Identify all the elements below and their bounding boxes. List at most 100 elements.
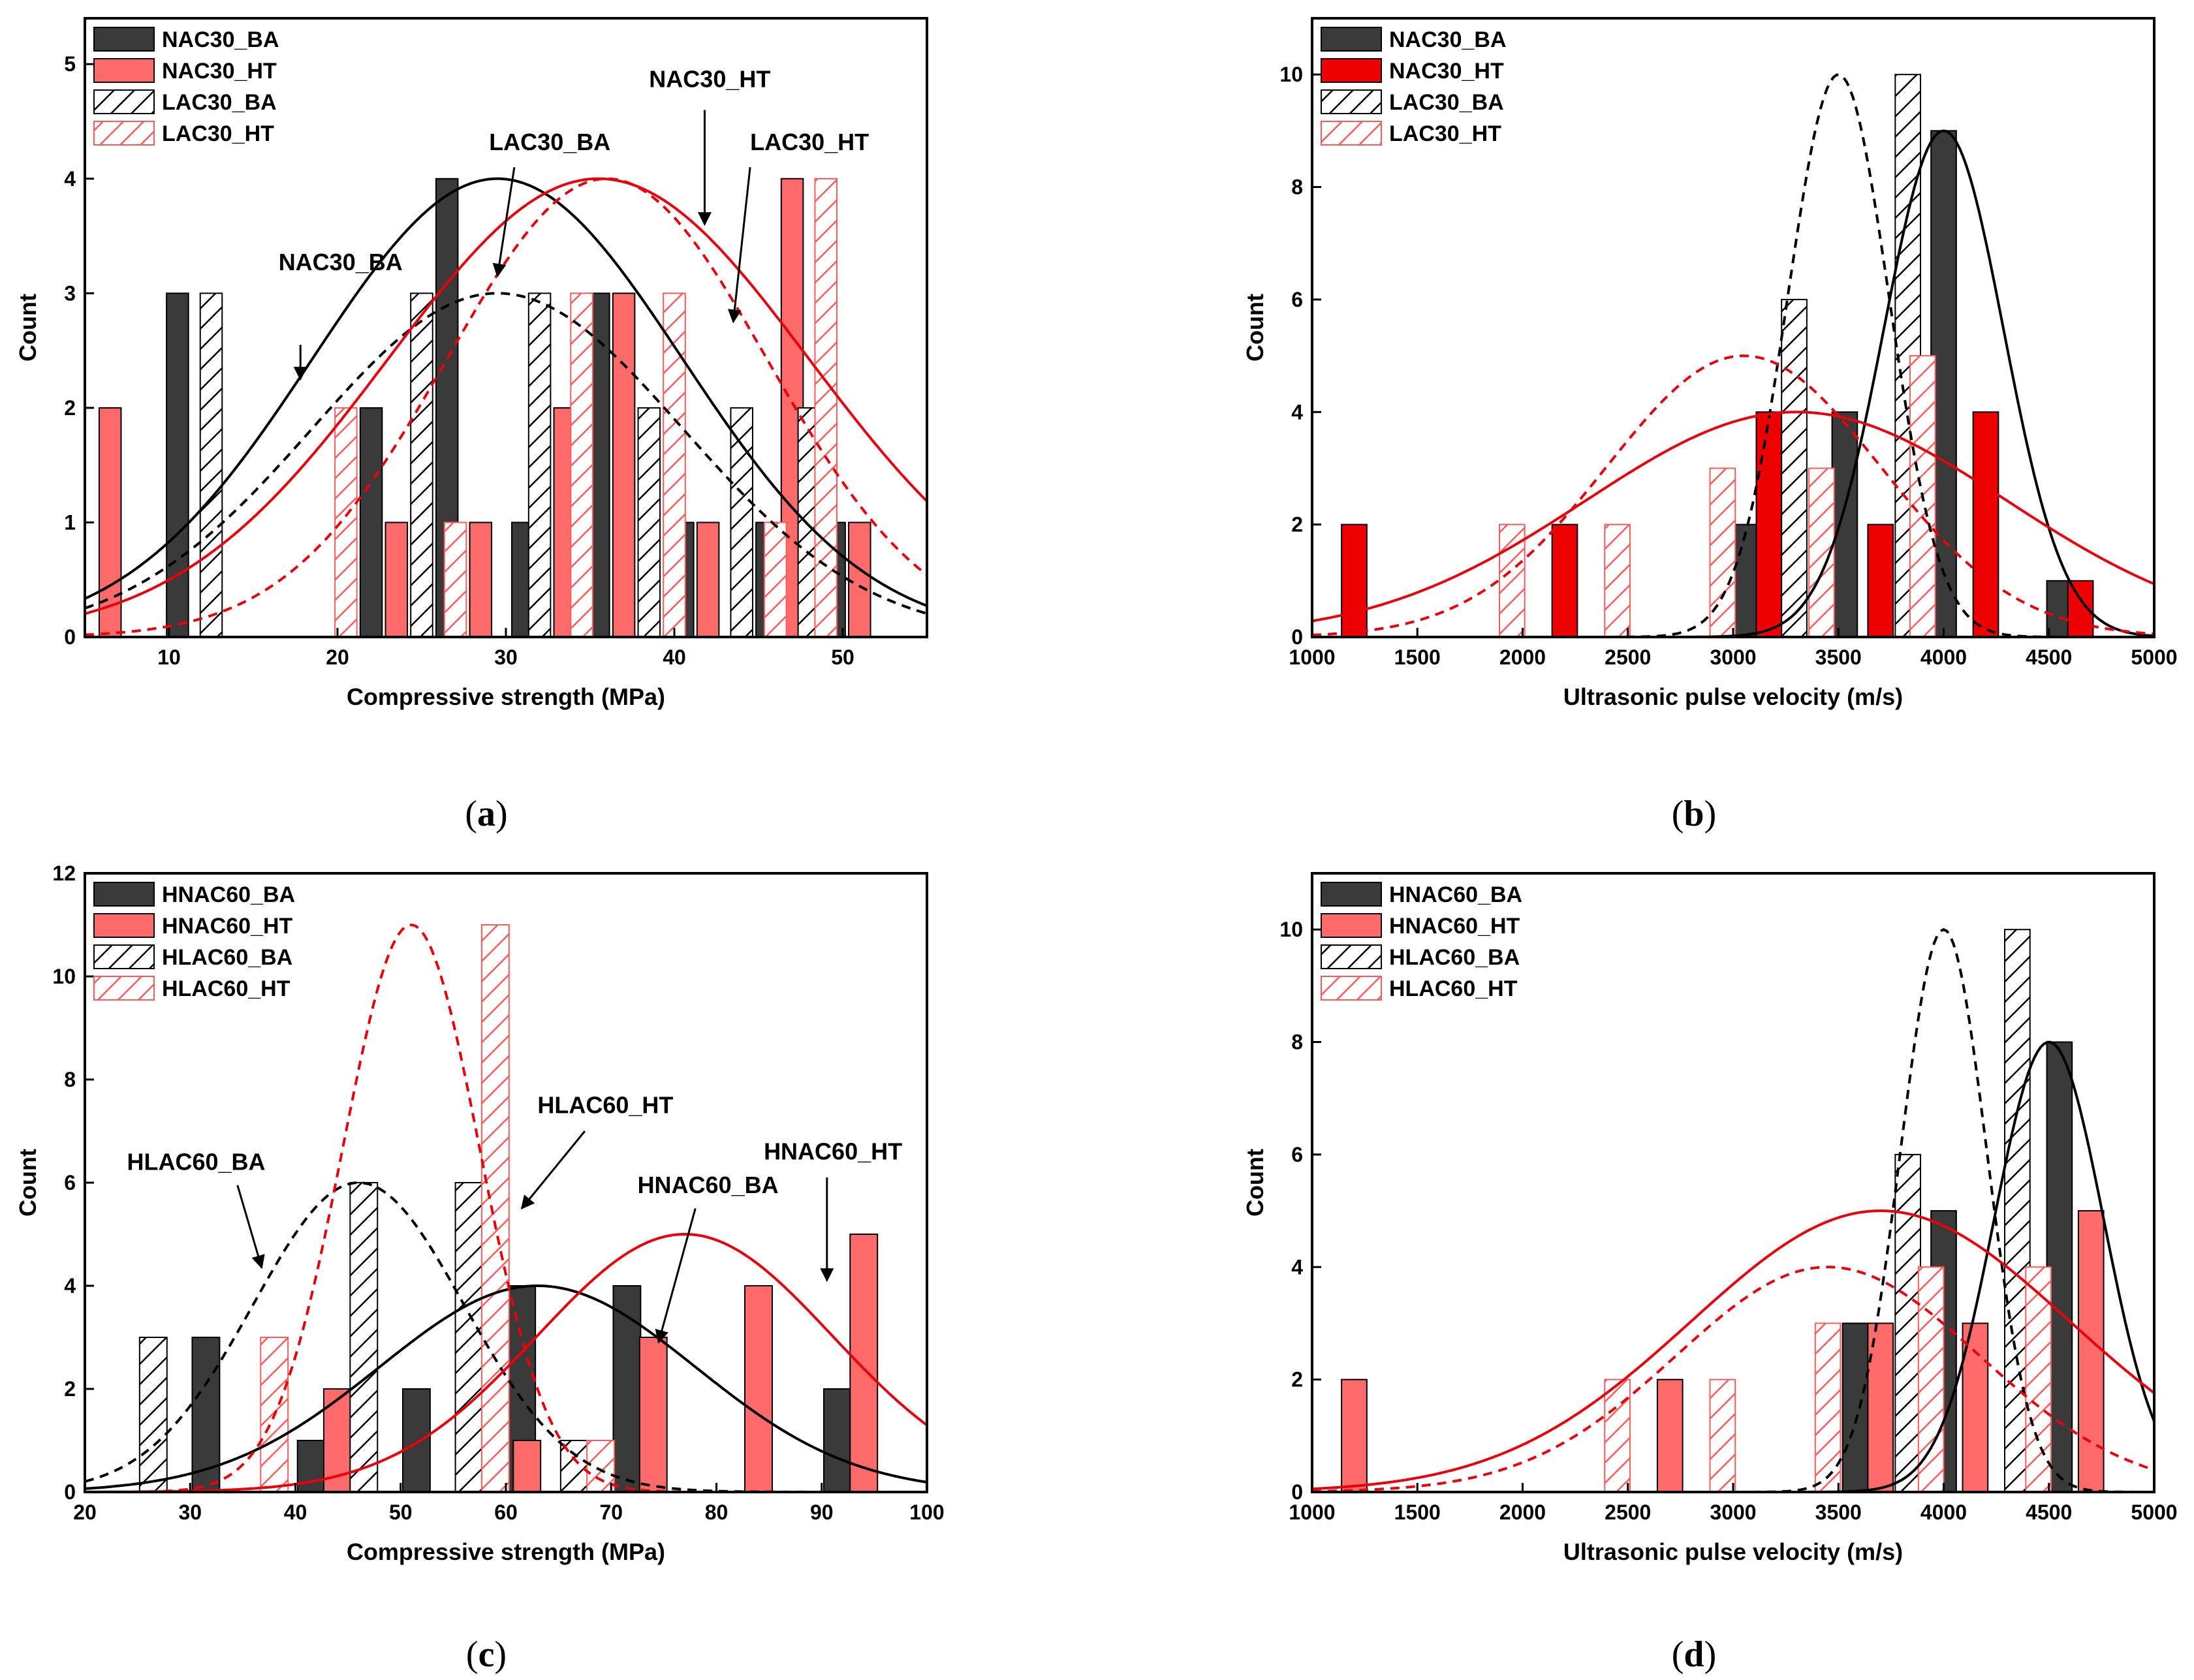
chart-a-ytick-label: 2 [64, 396, 76, 420]
chart-a-bar-lac30-ba [730, 407, 753, 637]
chart-d-ytick-label: 4 [1291, 1255, 1303, 1279]
chart-b-xtick-label: 2000 [1499, 646, 1546, 669]
chart-a-xlabel: Compressive strength (MPa) [347, 683, 665, 710]
chart-d-legend-label-hlac60-ht: HLAC60_HT [1389, 976, 1518, 1001]
chart-b-xtick-label: 4000 [1920, 646, 1967, 669]
chart-d-ytick-label: 6 [1291, 1143, 1303, 1166]
chart-d-curves [1312, 927, 2154, 1492]
chart-b-bar-lac30-ht [1604, 523, 1631, 637]
chart-b-ytick-label: 8 [1291, 176, 1303, 199]
chart-c-bar-hnac60-ht [512, 1440, 542, 1492]
chart-b-ytick-label: 10 [1279, 63, 1303, 86]
chart-a: 10 20 30 40 50 0 1 2 3 4 5 Compressive strength (MP… [14, 17, 928, 834]
chart-c-ytick-label: 2 [64, 1377, 76, 1401]
chart-a-bar-lac30-ba [637, 407, 661, 637]
chart-d-bar-hnac60-ht [2077, 1210, 2105, 1492]
chart-a-bar-lac30-ba [410, 292, 433, 637]
chart-c-caption: (c) [466, 1634, 507, 1675]
chart-a-bar-nac30-ba [359, 407, 383, 637]
chart-c-bar-hnac60-ht [638, 1337, 668, 1492]
chart-a-bar-lac30-ht [443, 521, 467, 637]
chart-c-legend-swatch-hnac60-ba [93, 882, 155, 907]
chart-d-xtick-label: 4500 [2026, 1501, 2072, 1524]
chart-c-ytick-label: 8 [64, 1068, 76, 1091]
chart-a-legend-swatch-lac30-ht [93, 121, 155, 146]
chart-b-caption: (b) [1672, 794, 1716, 834]
chart-d-xtick-label: 2500 [1605, 1501, 1651, 1524]
chart-d-ytick-label: 2 [1291, 1368, 1303, 1392]
chart-c-xtick-label: 60 [494, 1501, 518, 1524]
chart-a-legend-swatch-lac30-ba [93, 89, 155, 114]
chart-b-xtick-label: 3500 [1815, 646, 1862, 669]
chart-a-xtick-label: 40 [663, 646, 686, 669]
chart-c-curve-hnac60-ba [85, 1284, 927, 1490]
chart-c-legend-label-hnac60-ht: HNAC60_HT [162, 914, 292, 939]
chart-a-legend: NAC30_BA NAC30_HT LAC30_BA LAC30_HT [93, 27, 279, 146]
chart-a-annotation-arrow [727, 167, 751, 324]
chart-c-ytick-label: 12 [52, 862, 76, 885]
chart-d-xlabel: Ultrasonic pulse velocity (m/s) [1563, 1538, 1903, 1565]
chart-a-legend-label-nac30-ba: NAC30_BA [162, 27, 279, 52]
chart-c-bar-hlac60-ba [138, 1337, 168, 1492]
chart-d-xtick-label: 3500 [1815, 1501, 1862, 1524]
chart-b-xtick-label: 5000 [2131, 646, 2177, 669]
chart-c-curve-hnac60-ht [85, 1232, 927, 1492]
chart-a-xtick-label: 10 [157, 646, 181, 669]
chart-b-legend: NAC30_BA NAC30_HT LAC30_BA LAC30_HT [1321, 27, 1507, 146]
chart-b-legend-label-nac30-ht: NAC30_HT [1389, 59, 1504, 84]
chart-a-xtick-label: 20 [326, 646, 349, 669]
chart-b-ytick-label: 2 [1291, 513, 1303, 537]
chart-c-xtick-label: 40 [284, 1501, 307, 1524]
chart-c-ylabel: Count [14, 1149, 41, 1217]
chart-a-bar-lac30-ht [663, 292, 686, 637]
chart-c-xtick-label: 50 [389, 1501, 413, 1524]
chart-d-legend: HNAC60_BA HNAC60_HT HLAC60_BA HLAC60_HT [1321, 882, 1522, 1001]
chart-d-legend-label-hlac60-ba: HLAC60_BA [1389, 945, 1520, 970]
chart-c-annotation-hnac60-ba: HNAC60_BA [638, 1172, 779, 1198]
chart-c-ytick-label: 0 [64, 1480, 76, 1504]
chart-a-bar-nac30-ht [384, 521, 409, 637]
chart-a-xtick-label: 50 [831, 646, 854, 669]
chart-d: 1000 1500 2000 2500 3000 3500 4000 4500 5000 0 2 4 6… [1242, 872, 2178, 1675]
chart-c-bar-hlac60-ba [349, 1182, 379, 1492]
chart-b-bar-nac30-ht [1867, 523, 1894, 637]
chart-a-bar-nac30-ht [696, 521, 720, 637]
chart-c-legend-swatch-hlac60-ba [93, 944, 155, 969]
chart-c-xtick-label: 100 [909, 1501, 944, 1524]
chart-b-legend-label-nac30-ba: NAC30_BA [1389, 27, 1507, 52]
chart-a-annotation-arrow [492, 166, 516, 278]
chart-b-bar-lac30-ba [1781, 298, 1808, 637]
chart-a-legend-label-nac30-ht: NAC30_HT [162, 59, 277, 84]
chart-d-bar-hlac60-ht [1814, 1322, 1841, 1492]
chart-b: 1000 1500 2000 2500 3000 3500 4000 4500 5000 0 2 4 6… [1242, 17, 2178, 834]
chart-c-bar-hnac60-ba [612, 1285, 642, 1492]
chart-a-bar-nac30-ht [612, 292, 636, 637]
chart-b-legend-swatch-lac30-ht [1321, 121, 1382, 146]
chart-c-annotation-arrow [655, 1208, 697, 1344]
chart-b-legend-swatch-nac30-ht [1321, 58, 1382, 83]
chart-b-legend-label-lac30-ba: LAC30_BA [1389, 90, 1504, 115]
chart-c-xtick-label: 80 [705, 1501, 729, 1524]
chart-a-annotation-nac30-ba: NAC30_BA [279, 249, 403, 275]
chart-c-xtick-label: 70 [599, 1501, 623, 1524]
chart-b-ytick-label: 6 [1291, 288, 1303, 311]
chart-c-annotation-hlac60-ba: HLAC60_BA [127, 1148, 266, 1175]
chart-a-ytick-label: 5 [64, 52, 76, 76]
chart-c-legend-swatch-hnac60-ht [93, 913, 155, 938]
chart-d-legend-swatch-hnac60-ba [1321, 882, 1382, 907]
chart-b-legend-swatch-lac30-ba [1321, 89, 1382, 114]
chart-b-bar-nac30-ba [1732, 523, 1759, 637]
chart-a-bar-lac30-ba [527, 292, 552, 637]
chart-b-ytick-label: 0 [1291, 625, 1303, 649]
chart-a-legend-label-lac30-ht: LAC30_HT [162, 121, 274, 146]
chart-d-bars [1341, 929, 2105, 1492]
chart-c: 20 30 40 50 60 70 80 90 100 0 2 4 6 8 10 12 Compressive … [14, 862, 945, 1675]
chart-a-ytick-label: 0 [64, 625, 76, 649]
chart-a-legend-swatch-nac30-ht [93, 58, 155, 83]
chart-c-annotation-arrow [236, 1185, 265, 1269]
chart-d-curve-hlac60-ht [1312, 1266, 2154, 1492]
chart-d-xtick-label: 4000 [1920, 1501, 1967, 1524]
chart-a-curve-nac30-ba [85, 177, 927, 608]
chart-c-bars [138, 924, 879, 1492]
chart-c-legend-swatch-hlac60-ht [93, 976, 155, 1001]
